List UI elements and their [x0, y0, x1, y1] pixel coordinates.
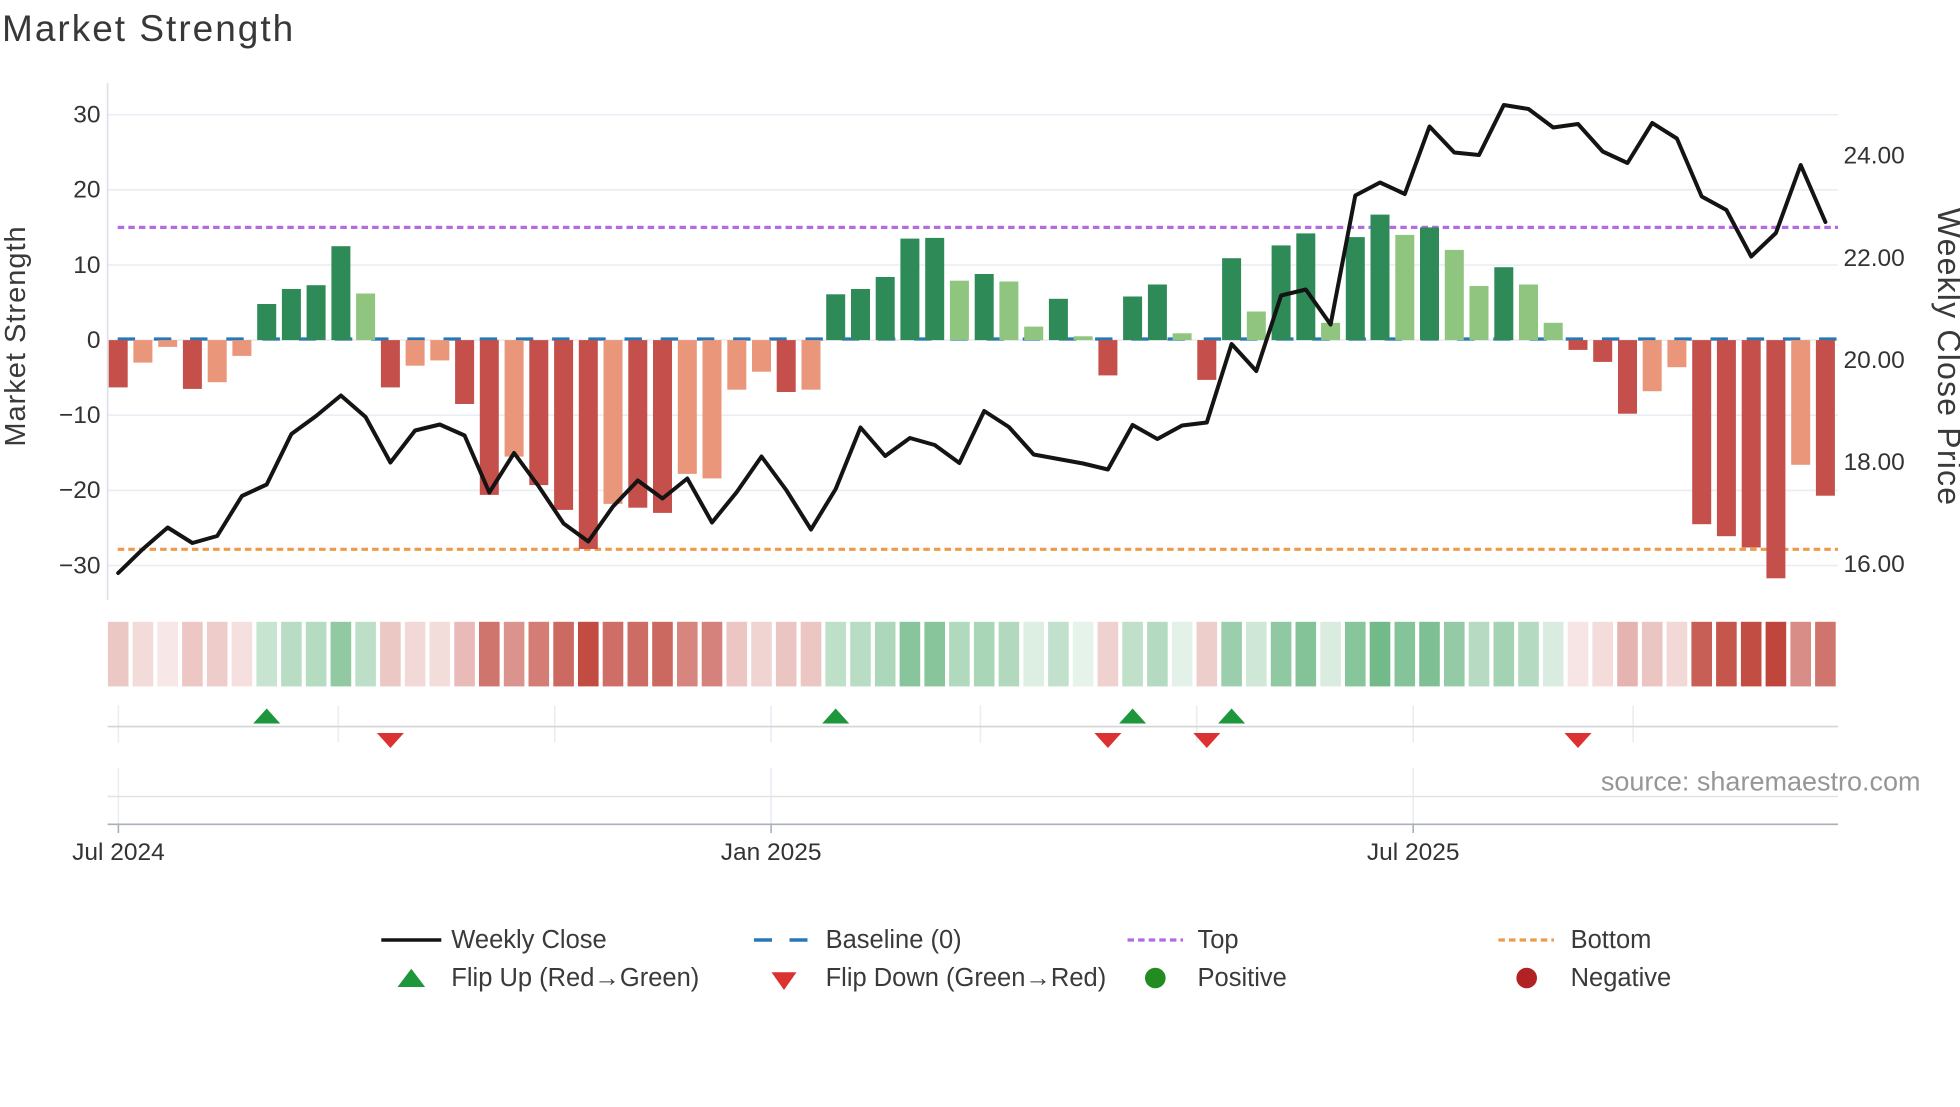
svg-text:20.00: 20.00 [1844, 347, 1905, 374]
svg-text:Top: Top [1198, 926, 1239, 954]
svg-text:30: 30 [73, 102, 100, 129]
svg-text:18.00: 18.00 [1844, 449, 1905, 476]
svg-text:Bottom: Bottom [1571, 926, 1652, 954]
svg-text:source: sharemaestro.com: source: sharemaestro.com [1601, 767, 1921, 797]
svg-text:−30: −30 [59, 552, 101, 579]
svg-text:Jul 2025: Jul 2025 [1367, 839, 1460, 866]
svg-text:Jan 2025: Jan 2025 [721, 839, 822, 866]
svg-text:−10: −10 [59, 402, 101, 429]
svg-text:−20: −20 [59, 477, 101, 504]
svg-text:Negative: Negative [1571, 964, 1672, 992]
svg-text:24.00: 24.00 [1844, 143, 1905, 170]
svg-text:22.00: 22.00 [1844, 245, 1905, 272]
svg-text:Flip Down (Green→Red): Flip Down (Green→Red) [826, 964, 1107, 992]
svg-text:Weekly Close: Weekly Close [451, 926, 606, 954]
svg-text:Baseline (0): Baseline (0) [826, 926, 962, 954]
svg-text:Flip Up (Red→Green): Flip Up (Red→Green) [451, 964, 699, 992]
svg-text:Market Strength: Market Strength [0, 225, 32, 446]
svg-text:Market Strength: Market Strength [2, 8, 295, 49]
svg-text:16.00: 16.00 [1844, 551, 1905, 578]
svg-text:0: 0 [87, 327, 101, 354]
svg-text:10: 10 [73, 252, 100, 279]
svg-text:Jul 2024: Jul 2024 [72, 839, 165, 866]
svg-text:Positive: Positive [1198, 964, 1287, 992]
svg-text:Weekly Close Price: Weekly Close Price [1931, 208, 1960, 506]
svg-text:20: 20 [73, 177, 100, 204]
